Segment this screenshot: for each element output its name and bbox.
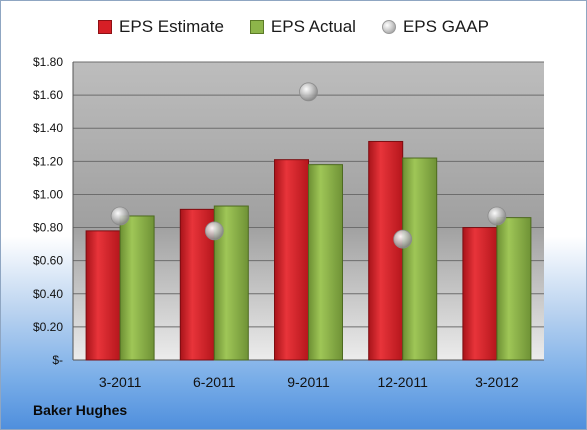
chart-legend: EPS Estimate EPS Actual EPS GAAP bbox=[1, 17, 586, 37]
legend-item-gaap: EPS GAAP bbox=[381, 17, 489, 37]
y-tick-label: $1.40 bbox=[33, 121, 63, 135]
legend-label-estimate: EPS Estimate bbox=[119, 17, 224, 36]
y-tick-label: $1.60 bbox=[33, 88, 63, 102]
legend-item-estimate: EPS Estimate bbox=[98, 17, 224, 37]
marker-gaap bbox=[110, 206, 130, 226]
marker-gaap bbox=[299, 82, 318, 102]
marker-gaap bbox=[487, 206, 507, 226]
x-axis-labels: 3-2011 6-2011 9-2011 12-2011 3-2012 bbox=[99, 374, 519, 390]
gaap-marker-icon bbox=[381, 20, 396, 34]
legend-item-actual: EPS Actual bbox=[249, 17, 356, 37]
bar-estimate bbox=[462, 227, 498, 361]
bar-actual bbox=[308, 164, 343, 361]
marker-gaap bbox=[204, 221, 224, 241]
estimate-swatch-icon bbox=[98, 20, 113, 34]
marker-gaap bbox=[393, 229, 413, 249]
bar-estimate bbox=[274, 159, 309, 361]
x-tick-label: 6-2011 bbox=[193, 374, 236, 390]
bar-estimate bbox=[368, 140, 404, 361]
actual-swatch-icon bbox=[249, 20, 264, 34]
y-axis-ticks: $- $0.20 $0.40 $0.60 $0.80 $1.00 $1.20 $1.40 $1.… bbox=[33, 55, 63, 367]
bar-actual bbox=[119, 215, 155, 361]
y-tick-label: $1.20 bbox=[33, 154, 63, 168]
x-tick-label: 3-2011 bbox=[99, 374, 142, 390]
y-tick-label: $- bbox=[52, 353, 63, 367]
legend-label-gaap: EPS GAAP bbox=[402, 17, 489, 36]
bar-actual bbox=[402, 157, 438, 361]
x-tick-label: 9-2011 bbox=[287, 374, 330, 390]
company-label: Baker Hughes bbox=[33, 402, 128, 418]
bar-actual bbox=[496, 217, 532, 361]
bar-estimate bbox=[85, 230, 121, 361]
y-tick-label: $1.80 bbox=[33, 55, 63, 69]
y-tick-label: $0.20 bbox=[33, 320, 63, 334]
y-tick-label: $0.40 bbox=[33, 287, 63, 301]
y-tick-label: $0.80 bbox=[33, 221, 63, 235]
y-tick-label: $1.00 bbox=[33, 187, 63, 201]
legend-label-actual: EPS Actual bbox=[270, 17, 356, 36]
gaap-markers bbox=[110, 82, 507, 249]
y-tick-label: $0.60 bbox=[33, 254, 63, 268]
x-tick-label: 12-2011 bbox=[378, 374, 429, 390]
x-tick-label: 3-2012 bbox=[475, 374, 519, 390]
